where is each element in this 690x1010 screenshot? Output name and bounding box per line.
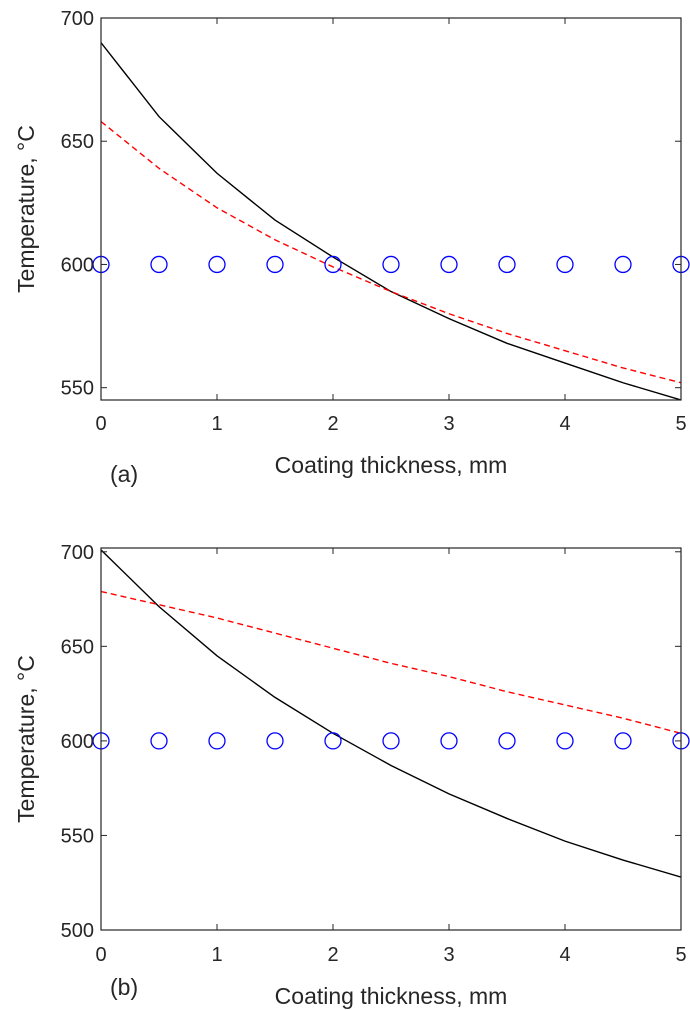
data-point-circle xyxy=(266,732,284,750)
marker-series xyxy=(92,732,690,750)
x-tick-label: 4 xyxy=(559,413,570,435)
x-tick-label: 5 xyxy=(675,413,686,435)
x-tick-label: 2 xyxy=(327,413,338,435)
data-point-circle xyxy=(498,732,516,750)
data-point-circle xyxy=(498,255,516,274)
data-point-circle xyxy=(382,732,400,750)
y-tick-label: 600 xyxy=(61,254,94,276)
data-point-circle xyxy=(440,255,458,274)
y-tick-label: 700 xyxy=(61,542,94,564)
data-point-circle xyxy=(614,732,632,750)
y-tick-label: 650 xyxy=(61,131,94,153)
y-tick-label: 550 xyxy=(61,825,94,847)
data-point-circle xyxy=(150,255,168,274)
x-tick-label: 0 xyxy=(95,944,106,966)
data-point-circle xyxy=(614,255,632,274)
data-point-circle xyxy=(324,255,342,274)
marker-series xyxy=(92,255,690,274)
x-tick-label: 4 xyxy=(559,944,570,966)
y-tick-label: 700 xyxy=(61,8,94,30)
y-tick-label: 550 xyxy=(61,378,94,400)
x-tick-label: 2 xyxy=(327,944,338,966)
panel-label: (a) xyxy=(110,461,138,487)
y-tick-label: 500 xyxy=(61,920,94,942)
x-tick-label: 3 xyxy=(443,944,454,966)
x-tick-label: 1 xyxy=(211,413,222,435)
y-axis-label: Temperature, °C xyxy=(13,655,39,823)
plot-area-frame xyxy=(100,547,682,931)
data-point-circle xyxy=(208,732,226,750)
chart-panel-a: 0 1 2 3 4 5 550 600 650 700 Coating thickness, mm T… xyxy=(13,8,690,487)
panel-label: (b) xyxy=(110,974,138,1000)
x-tick-label: 1 xyxy=(211,944,222,966)
data-point-circle xyxy=(266,255,284,274)
y-axis-label: Temperature, °C xyxy=(13,125,39,293)
chart-panel-b: 0 1 2 3 4 5 500 550 600 650 700 Coating thickness, … xyxy=(13,542,690,1009)
x-tick-label: 5 xyxy=(675,944,686,966)
y-tick-label: 600 xyxy=(61,731,94,753)
data-point-circle xyxy=(556,732,574,750)
data-point-circle xyxy=(208,255,226,274)
data-point-circle xyxy=(382,255,400,274)
data-point-circle xyxy=(440,732,458,750)
x-axis-label: Coating thickness, mm xyxy=(275,983,508,1009)
x-axis-label: Coating thickness, mm xyxy=(275,452,508,478)
x-tick-label: 3 xyxy=(443,413,454,435)
x-tick-label: 0 xyxy=(95,413,106,435)
solid-line-series xyxy=(101,549,681,878)
data-point-circle xyxy=(324,732,342,750)
data-point-circle xyxy=(150,732,168,750)
solid-line-series xyxy=(101,42,681,400)
dashed-line-series xyxy=(101,590,681,735)
data-point-circle xyxy=(556,255,574,274)
plot-area-frame xyxy=(100,17,682,401)
dashed-line-series xyxy=(101,120,681,384)
y-tick-label: 650 xyxy=(61,636,94,658)
